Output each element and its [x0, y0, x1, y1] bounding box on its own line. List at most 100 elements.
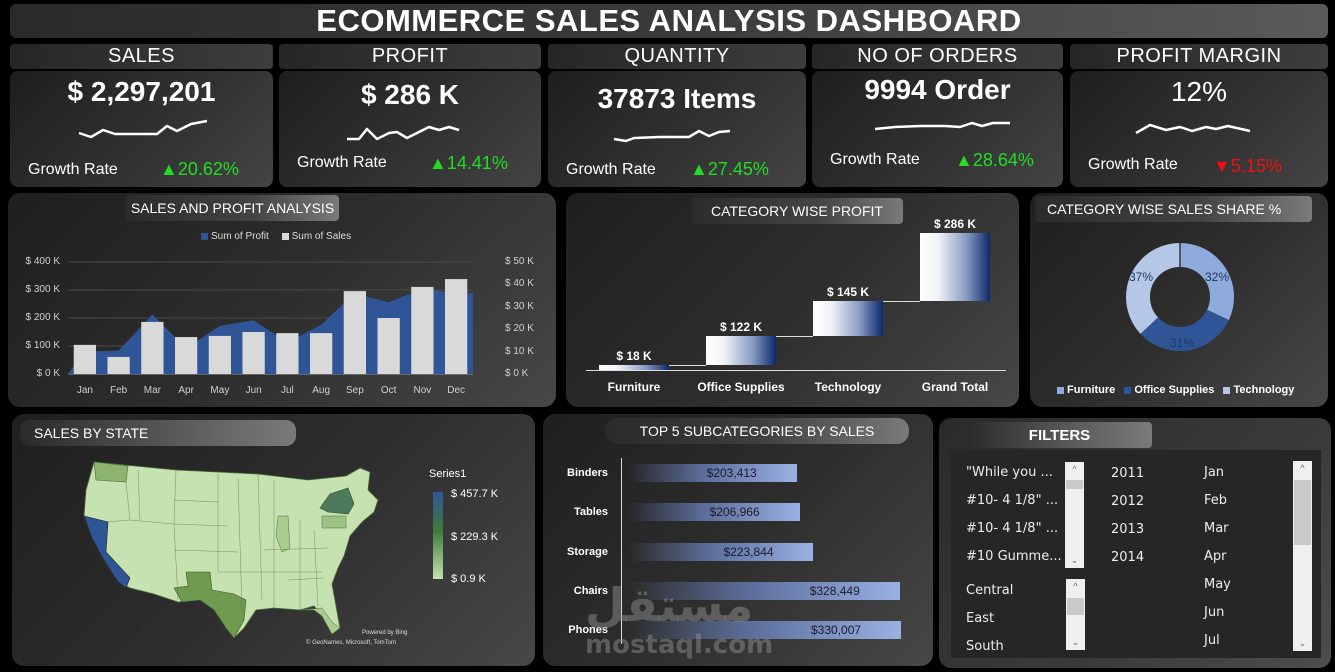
x-axis-month-label: Jan — [76, 385, 93, 396]
subcategory-bar — [629, 503, 800, 522]
slicer-item-year[interactable]: 2013 — [1111, 522, 1145, 537]
map-attribution-bing: Powered by Bing — [362, 630, 408, 636]
y-axis-right-tick: $ 0 K — [505, 368, 529, 379]
scroll-down-icon[interactable]: ⌄ — [1298, 638, 1307, 648]
scroll-thumb[interactable] — [1066, 480, 1083, 489]
slicer-item-region[interactable]: East — [966, 611, 995, 626]
filters-area — [951, 450, 1321, 658]
y-axis-right-tick: $ 40 K — [505, 278, 534, 290]
slicer-item-month[interactable]: Feb — [1204, 493, 1228, 508]
state-california[interactable] — [83, 515, 131, 589]
growth-rate-label: Growth Rate — [566, 161, 656, 178]
state-pennsylvania[interactable] — [321, 515, 347, 529]
slicer-item-product[interactable]: "While you ... — [966, 465, 1053, 480]
waterfall-value-label: $ 286 K — [933, 217, 977, 231]
sparkline — [873, 119, 1013, 139]
state-illinois[interactable] — [275, 515, 291, 553]
legend-swatch-furniture — [1057, 386, 1064, 394]
growth-rate-label: Growth Rate — [28, 161, 118, 178]
category-profit-panel: CATEGORY WISE PROFIT $ 18 K Furniture $ 12… — [566, 193, 1019, 407]
subcategory-value: $223,844 — [723, 544, 774, 559]
month-slicer-scrollbar[interactable]: ^ ⌄ — [1293, 461, 1312, 651]
slicer-item-month[interactable]: Jan — [1204, 465, 1225, 480]
waterfall-category-label: Technology — [814, 380, 882, 394]
slicer-item-product[interactable]: #10- 4 1/8" ... — [966, 521, 1059, 536]
top5-axis-line — [621, 458, 622, 644]
category-share-panel: CATEGORY WISE SALES SHARE % 32% 31% 37% … — [1030, 193, 1328, 407]
y-axis-left-tick: $ 400 K — [25, 256, 60, 267]
scroll-thumb[interactable] — [1294, 480, 1311, 545]
slicer-item-year[interactable]: 2011 — [1111, 466, 1145, 481]
state-texas[interactable] — [173, 571, 247, 639]
map-legend-max: $ 457.7 K — [451, 488, 499, 500]
arrow-up-icon: ▲ — [955, 150, 973, 170]
waterfall-connector — [883, 301, 920, 302]
state-new-york[interactable] — [319, 487, 355, 515]
dashboard-title: ECOMMERCE SALES ANALYSIS DASHBOARD — [10, 3, 1328, 38]
sales-profit-title: SALES AND PROFIT ANALYSIS — [126, 195, 339, 221]
map-legend-title: Series1 — [429, 468, 467, 480]
waterfall-category-label: Grand Total — [921, 380, 989, 394]
subcategory-bar — [629, 464, 797, 482]
y-axis-left-tick: $ 0 K — [36, 368, 60, 379]
subcategory-label: Binders — [567, 467, 608, 479]
scroll-down-icon[interactable]: ⌄ — [1070, 555, 1079, 565]
watermark-arabic: مستقل — [585, 578, 754, 632]
kpi-card-no-of-orders: 9994 Order Growth Rate ▲28.64% — [812, 71, 1063, 187]
kpi-header-profit: PROFIT — [279, 44, 541, 69]
product-slicer-scrollbar[interactable]: ^ ⌄ — [1065, 462, 1084, 568]
subcategory-label: Storage — [567, 545, 608, 558]
kpi-value: $ 2,297,201 — [67, 76, 216, 107]
category-share-title: CATEGORY WISE SALES SHARE % — [1035, 196, 1312, 222]
slicer-item-month[interactable]: Apr — [1204, 549, 1227, 564]
arrow-up-icon: ▲ — [429, 153, 447, 173]
legend-swatch-profit — [201, 232, 208, 240]
slicer-item-month[interactable]: Jun — [1204, 605, 1225, 620]
sparkline — [77, 119, 217, 139]
kpi-value: 9994 Order — [864, 74, 1011, 105]
waterfall-baseline — [586, 370, 1006, 371]
growth-rate-label: Growth Rate — [1088, 156, 1178, 173]
donut-label-office-supplies: 31% — [1170, 336, 1195, 350]
scroll-up-icon[interactable]: ^ — [1073, 581, 1078, 591]
y-axis-left-tick: $ 100 K — [25, 340, 60, 351]
x-axis-month-label: Feb — [110, 385, 128, 396]
slicer-item-product[interactable]: #10 Gumme... — [966, 549, 1062, 564]
state-alaska — [98, 604, 140, 646]
waterfall-connector — [669, 365, 706, 366]
slicer-item-region[interactable]: South — [966, 639, 1004, 654]
arrow-up-icon: ▲ — [160, 159, 178, 179]
slicer-item-month[interactable]: Mar — [1204, 521, 1229, 536]
donut-legend: Furniture Office Supplies Technology — [1057, 384, 1294, 396]
subcategory-label: Chairs — [573, 584, 608, 597]
sparkline — [1134, 119, 1274, 139]
us-map[interactable] — [78, 460, 388, 655]
sales-by-state-panel: SALES BY STATE Series1 $ 457.7 K $ 229.3… — [12, 414, 535, 666]
scroll-up-icon[interactable]: ^ — [1300, 463, 1305, 473]
subcategory-value: $330,007 — [811, 623, 862, 638]
x-axis-month-label: May — [210, 385, 230, 396]
slicer-item-month[interactable]: Jul — [1204, 633, 1220, 648]
kpi-card-sales: $ 2,297,201 Growth Rate ▲20.62% — [10, 71, 273, 187]
kpi-header-quantity: QUANTITY — [548, 44, 806, 69]
slicer-item-region[interactable]: Central — [966, 583, 1014, 598]
scroll-thumb[interactable] — [1067, 598, 1084, 615]
scroll-up-icon[interactable]: ^ — [1072, 464, 1077, 474]
y-axis-left-tick: $ 300 K — [25, 284, 60, 295]
x-axis-month-label: Oct — [380, 385, 397, 396]
slicer-item-product[interactable]: #10- 4 1/8" ... — [966, 493, 1059, 508]
map-legend-min: $ 0.9 K — [451, 573, 486, 585]
slicer-item-month[interactable]: May — [1204, 577, 1231, 592]
waterfall-value-label: $ 122 K — [719, 320, 763, 334]
growth-rate-value: ▲14.41% — [429, 153, 508, 173]
region-slicer-scrollbar[interactable]: ^ ⌄ — [1066, 579, 1085, 650]
state-florida[interactable] — [299, 607, 341, 635]
slicer-item-year[interactable]: 2012 — [1111, 494, 1145, 509]
kpi-card-profit: $ 286 K Growth Rate ▲14.41% — [279, 71, 541, 187]
y-axis-right-tick: $ 10 K — [505, 345, 534, 357]
y-axis-right-tick: $ 30 K — [505, 300, 534, 312]
waterfall-connector — [776, 336, 813, 337]
slicer-item-year[interactable]: 2014 — [1111, 550, 1145, 565]
scroll-down-icon[interactable]: ⌄ — [1071, 637, 1080, 647]
waterfall-bar — [706, 336, 776, 365]
